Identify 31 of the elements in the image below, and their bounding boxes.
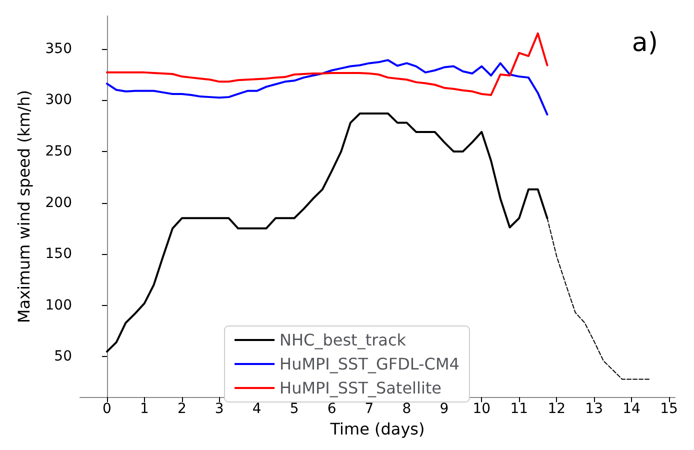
- x-tick-label: 1: [140, 401, 149, 418]
- x-tick-label: 5: [290, 401, 299, 418]
- x-tick-label: 7: [364, 401, 374, 418]
- x-tick-label: 10: [472, 401, 491, 418]
- line-series: [106, 32, 548, 96]
- x-axis-title: Time (days): [329, 420, 425, 438]
- x-tick-label: 14: [622, 401, 641, 418]
- legend-label: HuMPI_SST_Satellite: [280, 378, 442, 398]
- y-tick-label: 250: [45, 143, 72, 160]
- x-tick-label: 4: [252, 401, 262, 418]
- x-tick-label: 8: [402, 401, 412, 418]
- y-tick-label: 50: [54, 348, 72, 365]
- y-tick-label: 150: [45, 246, 72, 262]
- annotation: a): [632, 28, 658, 58]
- x-tick-label: 13: [585, 401, 603, 418]
- x-tick-label: 12: [548, 401, 566, 418]
- x-tick-label: 0: [102, 401, 112, 418]
- x-tick-label: 6: [327, 401, 336, 418]
- y-tick-label: 100: [45, 297, 72, 314]
- legend-label: NHC_best_track: [280, 330, 407, 350]
- legend-label: HuMPI_SST_GFDL-CM4: [280, 354, 460, 374]
- y-tick-label: 200: [45, 194, 72, 211]
- line-series: [106, 59, 548, 116]
- x-tick-label: 2: [177, 401, 186, 418]
- y-axis-title: Maximum wind speed (km/h): [14, 90, 34, 324]
- x-tick-label: 15: [660, 401, 678, 418]
- x-tick-label: 3: [214, 401, 224, 418]
- y-tick-label: 350: [45, 40, 72, 57]
- x-tick-label: 9: [440, 401, 449, 418]
- x-tick-label: 11: [510, 401, 528, 418]
- y-tick-label: 300: [45, 92, 72, 108]
